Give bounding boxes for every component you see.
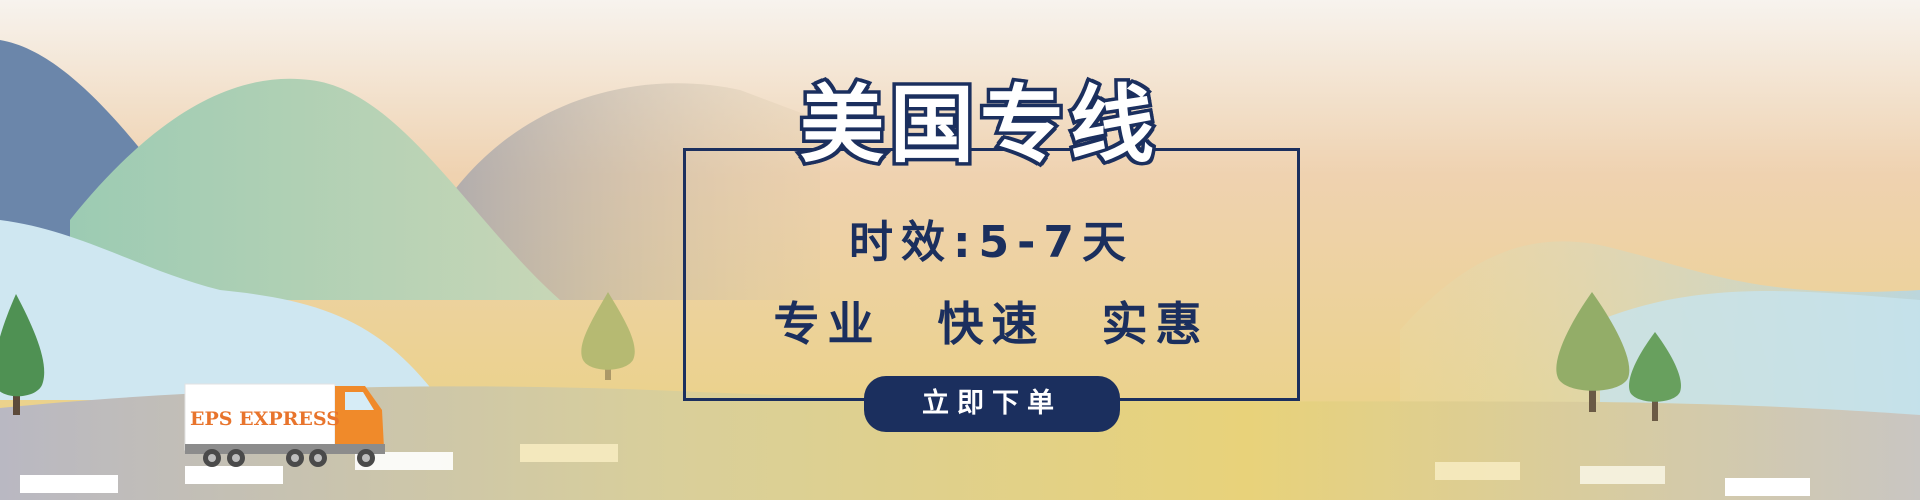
tree-mid: [581, 292, 635, 380]
info-frame: [683, 148, 1300, 401]
tree-right-1: [1556, 292, 1630, 412]
tree-right-2: [1629, 332, 1681, 421]
page-title: 美国专线: [796, 73, 1160, 178]
truck-icon: EPS EXPRESS: [184, 383, 385, 467]
feature-item: 快速: [937, 297, 1046, 351]
feature-item: 专业: [773, 297, 882, 351]
feature-item: 实惠: [1101, 297, 1210, 351]
truck-label: EPS EXPRESS: [190, 408, 340, 430]
features-list: 专业 快速 实惠: [683, 288, 1300, 354]
tree-left: [0, 294, 45, 415]
delivery-time-text: 时效:5-7天: [848, 217, 1135, 268]
order-now-button[interactable]: 立即下单: [864, 376, 1120, 432]
